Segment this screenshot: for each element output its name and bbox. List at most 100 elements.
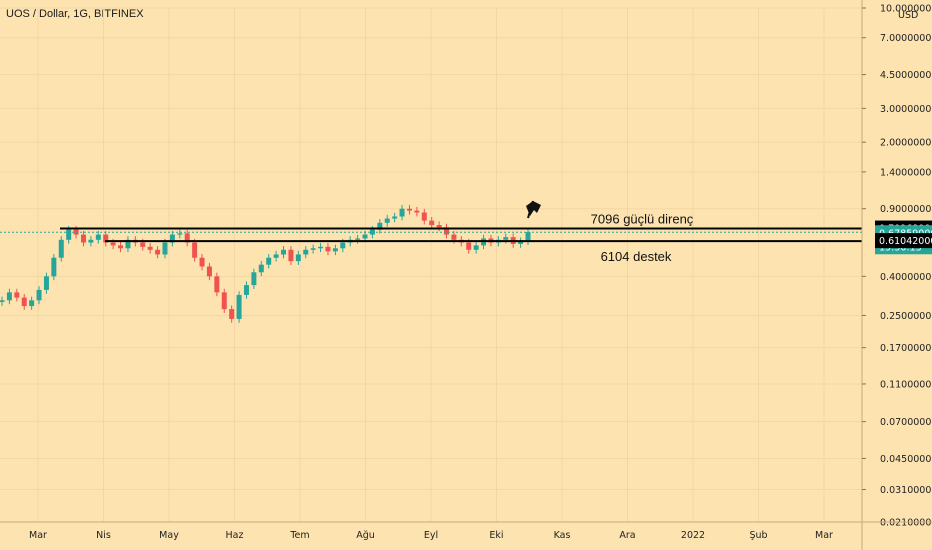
price-tick-label: 3.00000000: [880, 104, 932, 115]
price-tick-label: 0.02100000: [880, 518, 932, 529]
candle-body: [0, 300, 5, 303]
price-tick-label: 0.07000000: [880, 417, 932, 428]
candle-body: [110, 242, 116, 246]
candle-body: [29, 300, 35, 307]
candle-body: [199, 257, 205, 267]
candle-body: [436, 225, 442, 228]
candle-body: [66, 229, 72, 240]
time-tick-label: 2022: [681, 530, 705, 541]
candle-body: [169, 234, 175, 243]
candle-body: [266, 257, 272, 265]
price-tick-label: 10.00000000: [880, 4, 932, 15]
price-tick-label: 0.03100000: [880, 485, 932, 496]
candle-body: [392, 216, 398, 219]
price-tick-label: 0.11000000: [880, 379, 932, 390]
candle-body: [258, 264, 264, 273]
price-tick-label: 0.40000000: [880, 272, 932, 283]
candle-body: [184, 233, 190, 243]
candle-body: [103, 234, 109, 243]
candle-body: [451, 234, 457, 240]
resistance-label: 7096 güçlü direnç: [591, 212, 694, 227]
candle-body: [384, 218, 390, 223]
time-tick-label: Eyl: [424, 530, 438, 541]
candle-body: [21, 297, 27, 307]
price-badge: [875, 233, 932, 249]
candle-body: [303, 249, 309, 255]
candle-body: [192, 242, 198, 258]
candle-body: [14, 292, 20, 298]
candle-body: [147, 246, 153, 250]
time-axis[interactable]: Mar Nis May Haz Tem Ağu Eyl Eki Kas Ara 2022 Şub Mar: [0, 521, 932, 541]
candle-body: [429, 220, 435, 226]
candle-body: [406, 208, 412, 211]
candle-body: [43, 276, 49, 290]
flag-icon: [526, 200, 541, 219]
candle-body: [362, 234, 368, 239]
price-tick-label: 4.50000000: [880, 70, 932, 81]
candle-body: [295, 254, 301, 262]
price-axis[interactable]: 10.00000000 7.00000000 4.50000000 3.0000000…: [861, 0, 932, 550]
candle-body: [214, 276, 220, 293]
price-tick-label: 1.40000000: [880, 167, 932, 178]
candle-body: [444, 227, 450, 235]
candle-body: [251, 272, 257, 286]
price-tick-label: 0.25000000: [880, 311, 932, 322]
candle-body: [243, 285, 249, 295]
candle-body: [58, 239, 64, 258]
price-tick-label: 0.17000000: [880, 343, 932, 354]
candle-body: [421, 212, 427, 221]
time-tick-label: Ağu: [356, 530, 375, 541]
price-tick-label: 7.00000000: [880, 33, 932, 44]
candle-body: [118, 245, 124, 249]
candle-body: [206, 266, 212, 277]
candle-body: [414, 210, 420, 213]
candle-body: [51, 257, 57, 277]
candle-body: [332, 248, 338, 252]
candle-body: [518, 241, 524, 244]
time-tick-label: May: [159, 530, 179, 541]
candle-body: [6, 292, 12, 301]
candle-body: [229, 309, 235, 319]
candle-body: [377, 222, 383, 230]
candle-body: [221, 292, 227, 310]
candle-body: [325, 246, 331, 252]
price-tick-label: 0.90000000: [880, 204, 932, 215]
currency-label: USD: [898, 10, 918, 21]
time-tick-label: Eki: [489, 530, 503, 541]
time-tick-label: Nis: [96, 530, 111, 541]
candle-body: [318, 246, 324, 249]
candle-body: [125, 239, 131, 249]
levels: [0, 227, 862, 243]
candle-body: [503, 237, 509, 240]
chart-title: UOS / Dollar, 1G, BITFINEX: [6, 8, 144, 20]
candle-body: [355, 238, 361, 240]
candle-body: [310, 248, 316, 250]
candle-body: [281, 249, 287, 255]
support-label: 6104 destek: [601, 249, 672, 264]
grid: [0, 7, 862, 523]
time-tick-label: Mar: [29, 530, 47, 541]
candle-body: [177, 233, 183, 235]
candle-body: [340, 242, 346, 249]
time-tick-label: Mar: [815, 530, 833, 541]
candle-body: [236, 294, 242, 319]
candle-body: [140, 242, 146, 247]
candle-body: [288, 249, 294, 262]
candle-body: [155, 249, 161, 255]
price-tick-label: 0.04500000: [880, 454, 932, 465]
candle-body: [36, 289, 42, 301]
time-tick-label: Şub: [749, 530, 767, 541]
price-badge-label: 0.61042000: [879, 236, 932, 247]
candle-body: [162, 242, 168, 255]
time-tick-label: Tem: [289, 530, 309, 541]
price-tick-label: 2.00000000: [880, 138, 932, 149]
candles: [0, 205, 531, 323]
candle-body: [399, 208, 405, 217]
candle-body: [273, 254, 279, 258]
candle-body: [525, 232, 531, 242]
candle-body: [466, 242, 472, 250]
time-tick-label: Haz: [226, 530, 244, 541]
time-tick-label: Ara: [619, 530, 635, 541]
